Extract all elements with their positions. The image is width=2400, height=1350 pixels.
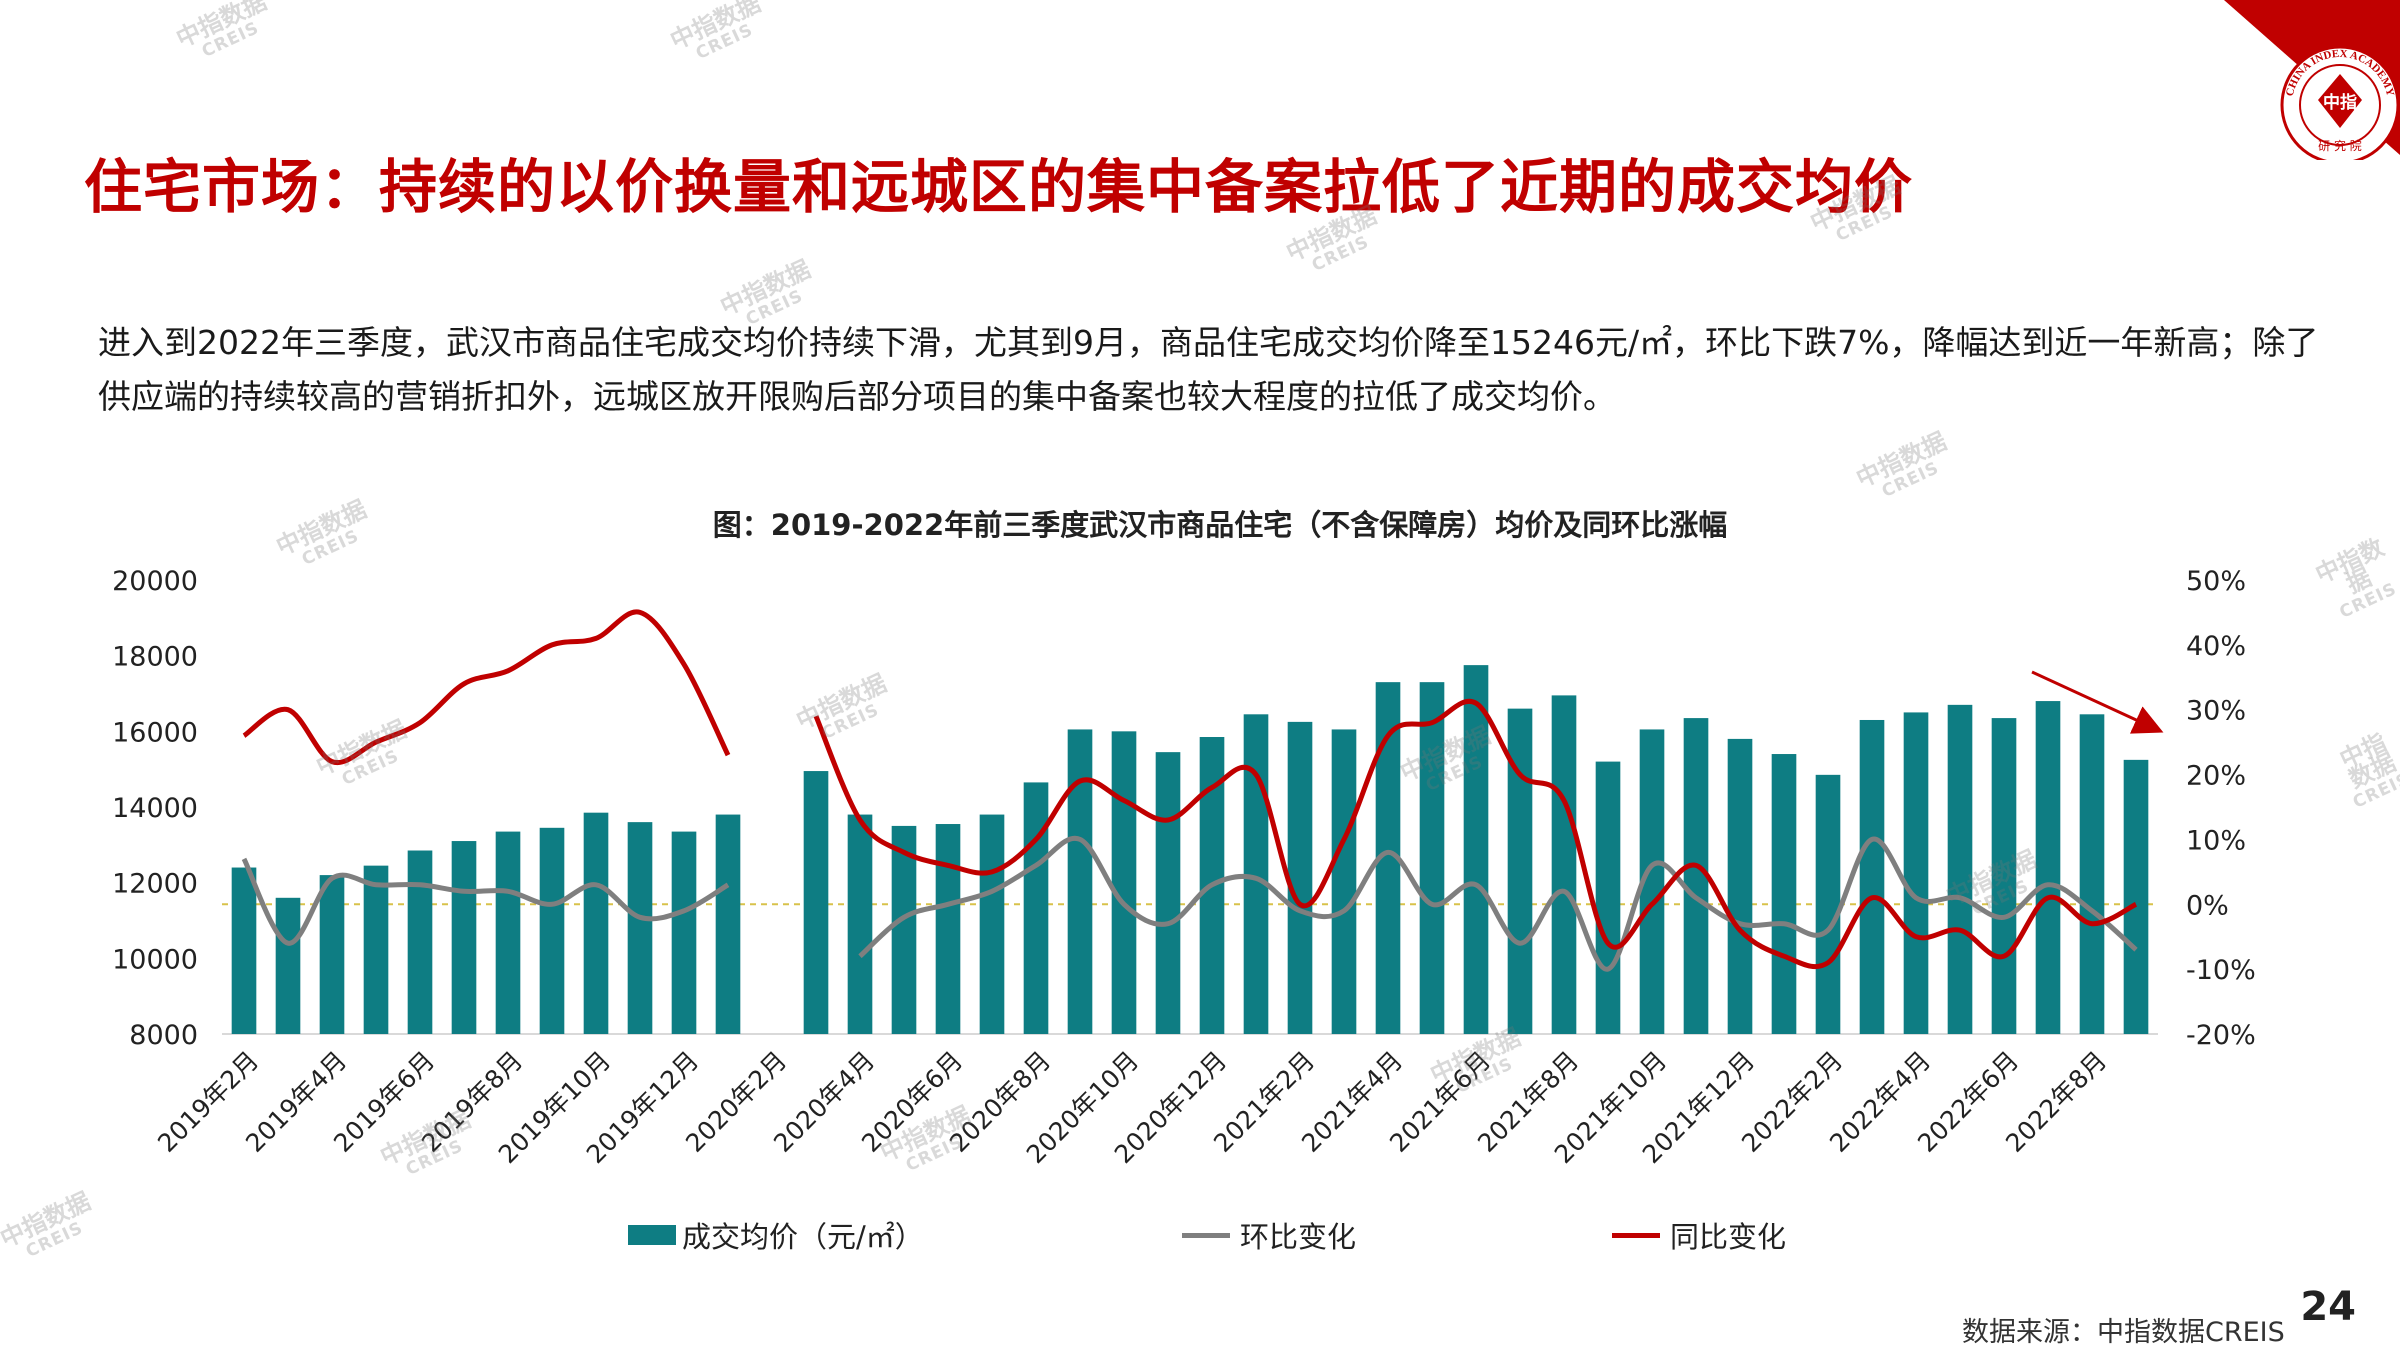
bar-2021年12月 [1727,738,1753,1034]
bar-2022年1月 [1771,754,1797,1034]
bar-2020年6月 [935,824,961,1034]
left-tick-label: 12000 [112,869,198,900]
left-tick-label: 14000 [112,793,198,824]
bar-2020年3月 [803,771,829,1034]
bar-2020年9月 [1067,729,1093,1034]
bar-2019年9月 [539,827,565,1034]
right-tick-label: 20% [2186,761,2246,792]
legend-swatch-bar [628,1225,676,1245]
legend-label-yoy: 同比变化 [1670,1220,1787,1254]
bar-2022年7月 [2035,701,2061,1034]
bar-2021年8月 [1551,695,1577,1034]
bar-2022年5月 [1947,704,1973,1034]
bar-2019年10月 [583,812,609,1034]
page-title: 住宅市场：持续的以价换量和远城区的集中备案拉低了近期的成交均价 [84,153,1914,221]
bar-2021年2月 [1287,721,1313,1034]
bar-2019年12月 [671,831,697,1034]
left-tick-label: 20000 [112,566,198,597]
bar-2022年9月 [2123,759,2149,1034]
bar-2019年2月 [231,867,257,1034]
bar-2020年1月 [715,814,741,1034]
legend-swatch-mom [1182,1232,1230,1238]
bar-2021年9月 [1595,761,1621,1034]
bar-2022年2月 [1815,774,1841,1034]
bar-2020年5月 [891,825,917,1034]
legend-swatch-yoy [1612,1232,1660,1238]
left-tick-label: 16000 [112,717,198,748]
bar-2020年4月 [847,814,873,1034]
bar-2020年8月 [1023,782,1049,1034]
left-tick-label: 8000 [129,1020,198,1051]
bar-2021年11月 [1683,718,1709,1034]
right-tick-label: 40% [2186,631,2246,662]
bar-2021年3月 [1331,729,1357,1034]
right-tick-label: 50% [2186,566,2246,597]
bar-2022年3月 [1859,719,1885,1034]
bar-2019年7月 [451,841,477,1034]
bar-2020年10月 [1111,731,1137,1034]
legend-item-mom: 环比变化 [1182,1215,1356,1255]
data-source: 数据来源：中指数据CREIS [1962,1317,2285,1348]
bar-2022年4月 [1903,712,1929,1034]
bar-2019年3月 [275,897,301,1034]
legend-item-yoy: 同比变化 [1612,1215,1786,1255]
bar-2019年8月 [495,831,521,1034]
right-tick-label: 30% [2186,696,2246,727]
right-tick-label: -10% [2186,955,2256,986]
trend-arrow [2031,670,2164,734]
legend-label-mom: 环比变化 [1240,1220,1357,1254]
legend-item-price: 成交均价（元/㎡） [628,1215,924,1255]
bar-2022年6月 [1991,718,2017,1034]
bar-2020年11月 [1155,752,1181,1034]
mom-line-series [241,835,2138,972]
legend-label-price: 成交均价（元/㎡） [682,1220,924,1254]
left-tick-label: 10000 [112,944,198,975]
page-number: 24 [2300,1284,2356,1330]
left-tick-label: 18000 [112,642,198,673]
bar-2022年8月 [2079,714,2105,1034]
bar-2020年7月 [979,814,1005,1034]
right-tick-label: -20% [2186,1020,2256,1051]
bar-2019年11月 [627,822,653,1034]
bar-2019年4月 [319,875,345,1034]
intro-paragraph: 进入到2022年三季度，武汉市商品住宅成交均价持续下滑，尤其到9月，商品住宅成交… [98,323,2319,416]
corner-decoration: CHINA INDEX ACADEMY 中指 研 究 院 [2224,0,2400,160]
bar-2021年6月 [1463,665,1489,1034]
right-tick-label: 10% [2186,825,2246,856]
bar-2019年5月 [363,865,389,1034]
bar-2021年5月 [1419,682,1445,1034]
logo-text: 中指 [2323,92,2357,113]
yoy-line-series [242,609,2138,970]
bar-2019年6月 [407,850,433,1034]
right-tick-label: 0% [2186,890,2229,921]
logo-bottom-text: 研 究 院 [2318,138,2362,153]
chart-title: 图：2019-2022年前三季度武汉市商品住宅（不含保障房）均价及同环比涨幅 [713,508,1727,542]
